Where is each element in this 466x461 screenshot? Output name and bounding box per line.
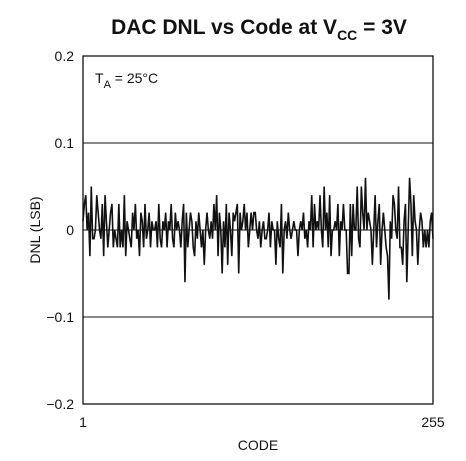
y-tick-label: 0.2 <box>55 48 75 64</box>
chart-title-main: DAC DNL vs Code at V <box>111 16 337 39</box>
y-axis-label: DNL (LSB) <box>27 196 43 263</box>
x-tick-label: 1 <box>79 414 87 430</box>
y-tick-label: −0.1 <box>46 309 74 325</box>
y-tick-label: 0.1 <box>55 135 75 151</box>
plot-area-frame <box>82 55 434 405</box>
x-tick-label: 255 <box>421 414 445 430</box>
annotation-suffix: = 25°C <box>111 70 158 86</box>
annotation-main: T <box>95 70 104 86</box>
annotation-subscript: A <box>104 79 112 91</box>
x-tick-labels: 1 255 <box>79 414 445 430</box>
chart-title: DAC DNL vs Code at VCC = 3V <box>111 16 407 43</box>
y-tick-label: 0 <box>66 222 74 238</box>
x-axis-label: CODE <box>238 437 278 453</box>
y-tick-labels: 0.2 0.1 0 −0.1 −0.2 <box>46 48 74 412</box>
series-line-dnl <box>82 177 434 300</box>
chart-title-suffix: = 3V <box>357 16 407 39</box>
temperature-annotation: TA = 25°C <box>95 70 158 91</box>
chart-title-subscript: CC <box>337 27 357 43</box>
y-tick-label: −0.2 <box>46 396 74 412</box>
